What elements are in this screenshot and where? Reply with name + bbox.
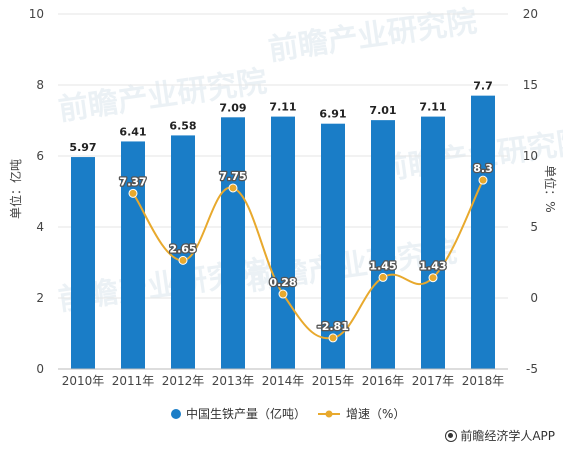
bar-value-label: 7.7: [473, 80, 493, 93]
bar-data-labels: 5.97 6.41 6.58 7.09 7.11 6.91 7.01 7.11 7.7: [69, 80, 492, 154]
line-value-label: 2.65: [169, 242, 196, 255]
source-credit: 前瞻经济学人APP: [445, 427, 555, 444]
left-tick-label: 4: [36, 220, 44, 234]
right-tick-label: 5: [530, 220, 538, 234]
bar[interactable]: [321, 123, 345, 369]
legend-line-label[interactable]: 增速（%）: [346, 407, 405, 421]
line-point[interactable]: [328, 333, 338, 343]
bar-value-label: 6.41: [119, 125, 146, 138]
bar[interactable]: [71, 157, 95, 369]
x-tick-label: 2012年: [162, 374, 205, 388]
line-value-label: 7.75: [219, 170, 246, 183]
x-tick-label: 2016年: [362, 374, 405, 388]
source-text: 前瞻经济学人APP: [460, 429, 555, 443]
bar[interactable]: [271, 116, 295, 369]
left-axis-ticks: 0 2 4 6 8 10: [29, 7, 44, 376]
brand-logo-icon: [445, 430, 458, 442]
bar-value-label: 5.97: [69, 141, 96, 154]
right-tick-label: 20: [523, 7, 538, 21]
bar[interactable]: [371, 120, 395, 370]
x-tick-label: 2015年: [312, 374, 355, 388]
bar-value-label: 7.11: [419, 101, 446, 114]
x-tick-label: 2014年: [262, 374, 305, 388]
bar-value-label: 7.01: [369, 104, 396, 117]
legend-line-marker-dot: [325, 410, 333, 418]
line-point[interactable]: [428, 273, 438, 283]
bar[interactable]: [121, 141, 145, 369]
line-value-label: 1.45: [369, 259, 396, 272]
right-tick-label: 0: [530, 291, 538, 305]
line-value-label: 1.43: [419, 260, 446, 273]
line-value-label: 7.37: [119, 175, 146, 188]
x-tick-label: 2011年: [112, 374, 155, 388]
line-point[interactable]: [178, 255, 188, 265]
bar[interactable]: [221, 117, 245, 370]
left-tick-label: 2: [36, 291, 44, 305]
line-point[interactable]: [378, 272, 388, 282]
left-tick-label: 6: [36, 149, 44, 163]
line-value-label: -2.81: [317, 320, 349, 333]
line-value-label: 8.3: [473, 162, 493, 175]
line-value-label: 0.28: [269, 276, 296, 289]
left-axis-title: 单位：亿吨: [8, 159, 23, 219]
right-tick-label: -5: [526, 362, 538, 376]
bar-value-label: 7.09: [219, 101, 246, 114]
line-point[interactable]: [478, 175, 488, 185]
left-tick-label: 8: [36, 78, 44, 92]
bar[interactable]: [171, 135, 195, 369]
line-point[interactable]: [278, 289, 288, 299]
line-series: [128, 175, 488, 343]
x-tick-label: 2018年: [462, 374, 505, 388]
bar-value-label: 7.11: [269, 101, 296, 114]
left-tick-label: 10: [29, 7, 44, 21]
bar[interactable]: [471, 95, 495, 370]
x-tick-label: 2013年: [212, 374, 255, 388]
right-axis-ticks: -5 0 5 10 15 20: [523, 7, 538, 376]
right-tick-label: 10: [523, 149, 538, 163]
line-data-labels: 7.37 2.65 7.75 0.28 -2.81 1.45 1.43 8.3: [118, 161, 494, 334]
legend-bar-marker[interactable]: [171, 409, 181, 419]
bar[interactable]: [421, 116, 445, 369]
bar-value-label: 6.58: [169, 119, 196, 132]
line-point[interactable]: [228, 183, 238, 193]
x-tick-label: 2010年: [62, 374, 105, 388]
legend-bar-label[interactable]: 中国生铁产量（亿吨）: [186, 406, 306, 421]
legend: 中国生铁产量（亿吨） 增速（%）: [171, 406, 405, 421]
x-tick-label: 2017年: [412, 374, 455, 388]
right-tick-label: 15: [523, 78, 538, 92]
bar-series: [71, 95, 495, 370]
line-point[interactable]: [128, 188, 138, 198]
left-tick-label: 0: [36, 362, 44, 376]
right-axis-title: 单位：%: [543, 165, 558, 212]
bar-value-label: 6.91: [319, 108, 346, 121]
x-axis-ticks: 2010年 2011年 2012年 2013年 2014年 2015年 2016年 2017年…: [62, 374, 505, 388]
